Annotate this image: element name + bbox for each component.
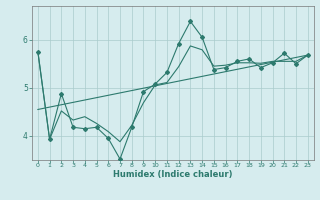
X-axis label: Humidex (Indice chaleur): Humidex (Indice chaleur): [113, 170, 233, 179]
